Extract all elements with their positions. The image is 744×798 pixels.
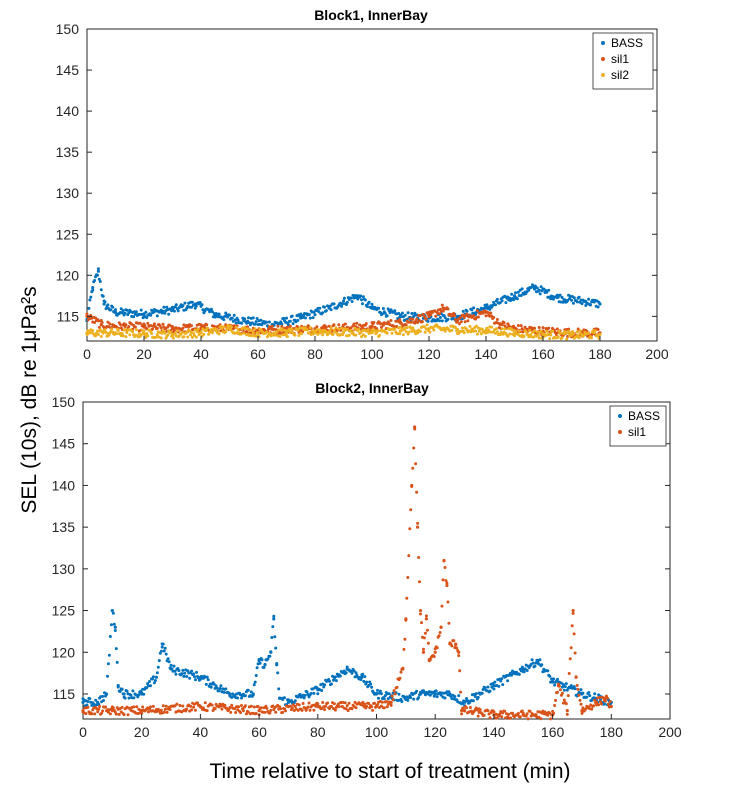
block1-ytick-label: 140 — [56, 103, 80, 119]
block2-ytick-label: 130 — [52, 561, 76, 577]
block2-title: Block2, InnerBay — [315, 380, 429, 396]
block2-ytick-label: 150 — [52, 394, 76, 410]
block1-ytick-label: 130 — [56, 185, 80, 201]
block1-ticks: 0 20 40 60 80 100 120 140 160 180 200 115 120 125 130 1… — [56, 21, 669, 362]
block2-xtick-label: 180 — [600, 724, 624, 740]
block2-legend-box — [609, 405, 667, 447]
block1-BASS-cloud — [85, 267, 601, 330]
block1-xtick-label: 180 — [588, 346, 612, 362]
block2-BASS-point — [272, 617, 276, 621]
block1-title: Block1, InnerBay — [314, 7, 428, 23]
block2-ytick-label: 135 — [52, 519, 76, 535]
block2-xtick-label: 160 — [541, 724, 565, 740]
block2-xtick-label: 200 — [658, 724, 682, 740]
block1-ytick-label: 145 — [56, 62, 80, 78]
block1-xtick-label: 120 — [417, 346, 441, 362]
block2-ytick-label: 125 — [52, 603, 76, 619]
block1-ytick-label: 150 — [56, 21, 80, 37]
block2-sil1-point — [421, 650, 426, 654]
block1-xtick-label: 140 — [474, 346, 498, 362]
block2-sil1-point — [571, 608, 575, 613]
block1-legend: BASS sil1 sil2 — [592, 32, 654, 90]
block1-series-BASS — [85, 267, 602, 330]
block2-sil1-point — [424, 617, 428, 621]
block1-ytick-label: 115 — [57, 308, 80, 324]
block2-BASS-point — [433, 692, 437, 696]
block2-ytick-label: 145 — [52, 436, 76, 452]
block2-xtick-label: 140 — [482, 724, 506, 740]
block2-xtick-label: 100 — [365, 724, 389, 740]
block1-plot-area — [86, 28, 658, 342]
block1-legend-label-sil2: sil2 — [611, 68, 629, 82]
block1-panel: Block1, InnerBay 0 20 40 60 80 100 120 140 160 18… — [56, 7, 669, 362]
block2-plot-area — [82, 401, 671, 720]
block1-xtick-label: 100 — [360, 346, 384, 362]
y-axis-label: SEL (10s), dB re 1μPa²s — [18, 286, 41, 513]
block1-legend-marker-sil2 — [601, 73, 605, 77]
block2-xtick-label: 80 — [310, 724, 326, 740]
block2-sil1-point — [433, 650, 437, 654]
block1-xtick-label: 200 — [645, 346, 669, 362]
block1-ytick-label: 125 — [56, 226, 80, 242]
block2-series-BASS — [81, 608, 613, 708]
block2-ytick-label: 120 — [52, 644, 76, 660]
block2-xtick-label: 40 — [193, 724, 209, 740]
block2-series-sil1 — [81, 425, 613, 721]
block1-ytick-label: 135 — [56, 144, 80, 160]
block1-series-sil2 — [85, 323, 602, 341]
block2-legend-marker-BASS — [618, 414, 622, 418]
block1-xtick-label: 160 — [531, 346, 555, 362]
block2-ticks: 0 20 40 60 80 100 120 140 160 180 200 115 120 125 130 1… — [52, 394, 682, 740]
block2-BASS-point — [113, 625, 117, 629]
block2-sil1-point — [415, 525, 420, 529]
block2-legend-label-BASS: BASS — [628, 409, 660, 423]
block1-ytick-label: 120 — [56, 267, 80, 283]
block1-marks — [85, 267, 602, 341]
block2-sil1-point — [445, 583, 449, 588]
block1-xtick-label: 80 — [307, 346, 323, 362]
x-axis-label: Time relative to start of treatment (min… — [210, 760, 571, 783]
block1-BASS-point — [512, 294, 517, 298]
block2-ytick-label: 140 — [52, 477, 76, 493]
block2-sil1-point — [418, 608, 423, 613]
block1-xtick-label: 20 — [136, 346, 152, 362]
block1-xtick-label: 0 — [83, 346, 91, 362]
block1-legend-marker-sil1 — [601, 57, 605, 61]
block2-xtick-label: 60 — [251, 724, 267, 740]
block1-BASS-point — [96, 269, 100, 273]
block2-ytick-label: 115 — [53, 686, 76, 702]
block1-sil1-cloud — [85, 303, 601, 339]
block2-sil1-point — [565, 709, 569, 713]
block1-legend-marker-BASS — [601, 41, 605, 45]
block2-panel: Block2, InnerBay 0 20 40 60 80 100 120 140 160 18… — [52, 380, 682, 740]
block2-BASS-point — [81, 700, 85, 704]
block1-legend-label-BASS: BASS — [611, 36, 643, 50]
block1-sil2-cloud — [85, 323, 601, 341]
block1-legend-label-sil1: sil1 — [611, 52, 629, 66]
block2-xtick-label: 0 — [79, 724, 87, 740]
block1-BASS-point — [91, 286, 95, 290]
block2-legend-marker-sil1 — [618, 430, 622, 434]
block1-xtick-label: 40 — [193, 346, 209, 362]
block1-xtick-label: 60 — [250, 346, 266, 362]
block2-xtick-label: 20 — [134, 724, 150, 740]
block2-legend-label-sil1: sil1 — [628, 425, 646, 439]
block2-legend: BASS sil1 — [609, 405, 667, 447]
block2-xtick-label: 120 — [424, 724, 448, 740]
block2-BASS-cloud — [81, 609, 612, 708]
block2-sil1-cloud — [81, 427, 612, 721]
block2-marks — [81, 425, 613, 721]
